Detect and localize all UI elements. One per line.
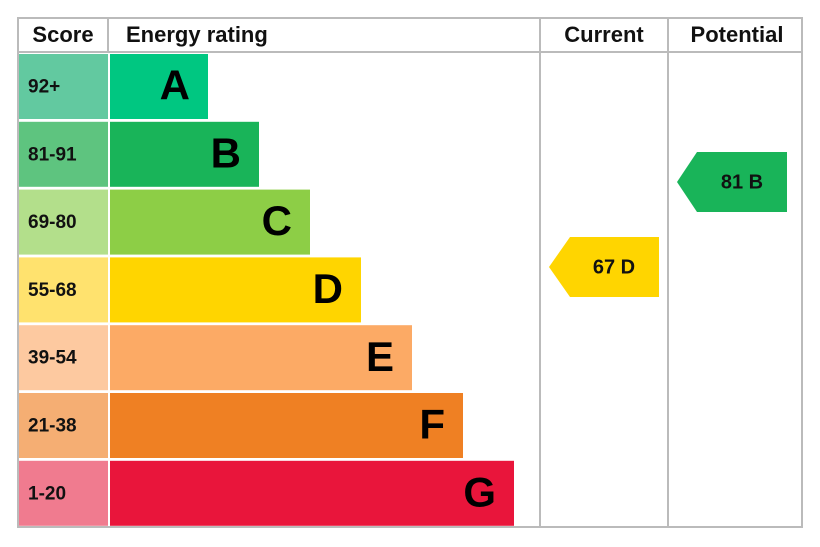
rating-bar bbox=[110, 393, 463, 458]
rating-bar bbox=[110, 325, 412, 391]
rating-letter: F bbox=[419, 401, 445, 448]
score-label: 81-91 bbox=[28, 144, 77, 165]
header-score: Score bbox=[32, 22, 93, 47]
rating-letter: C bbox=[262, 197, 292, 244]
rating-bar bbox=[110, 257, 361, 323]
rating-letter: D bbox=[313, 265, 343, 312]
rating-letter: A bbox=[160, 62, 190, 109]
score-cell bbox=[19, 257, 108, 323]
score-label: 39-54 bbox=[28, 348, 77, 369]
header-current: Current bbox=[564, 22, 644, 47]
rating-bar bbox=[110, 54, 208, 119]
score-cell bbox=[19, 121, 108, 187]
rating-bar bbox=[110, 460, 514, 526]
score-label: 92+ bbox=[28, 77, 60, 98]
score-label: 69-80 bbox=[28, 212, 77, 233]
header-potential: Potential bbox=[691, 22, 784, 47]
rating-bar bbox=[110, 121, 259, 187]
score-cell bbox=[19, 393, 108, 458]
score-cell bbox=[19, 54, 108, 119]
rating-letter: G bbox=[463, 468, 496, 515]
score-label: 21-38 bbox=[28, 416, 77, 437]
rating-letter: B bbox=[211, 129, 241, 176]
potential-arrow bbox=[677, 152, 787, 212]
score-cell bbox=[19, 460, 108, 526]
rating-bar bbox=[110, 189, 310, 255]
score-label: 55-68 bbox=[28, 280, 77, 301]
current-label: 67 D bbox=[593, 256, 635, 278]
score-label: 1-20 bbox=[28, 483, 66, 504]
score-cell bbox=[19, 189, 108, 255]
current-arrow bbox=[549, 237, 659, 297]
rating-letter: E bbox=[366, 333, 394, 380]
header-rating: Energy rating bbox=[126, 22, 268, 47]
score-cell bbox=[19, 325, 108, 391]
potential-label: 81 B bbox=[721, 171, 763, 193]
